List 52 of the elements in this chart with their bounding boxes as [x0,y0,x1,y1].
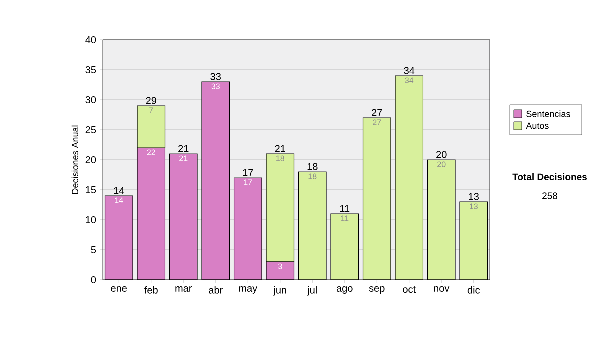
y-tick-label: 20 [86,156,96,164]
total-label: 21 [178,145,189,152]
x-tick-label: jun [273,286,286,296]
y-tick-label: 25 [86,126,96,134]
x-tick-label: mar [176,286,192,292]
x-tick-label: may [239,286,258,294]
text: Total Decisiones [512,174,587,180]
x-tick-label: nov [434,286,450,292]
total-label: 29 [146,97,156,104]
legend-label: Autos [526,122,549,130]
x-tick-label: ene [111,286,128,292]
text: 258 [542,192,558,200]
y-tick-label: 10 [86,216,96,224]
x-tick-label: feb [144,286,158,294]
y-axis-title: Decisiones Anual [72,126,78,194]
data-label: 27 [373,120,382,126]
x-tick-label: ago [336,286,353,294]
total-label: 33 [210,73,222,80]
y-tick-label: 15 [86,186,96,194]
data-label: 18 [308,174,317,180]
data-label: 14 [115,198,124,204]
total-label: 27 [372,109,382,116]
total-label: 34 [404,67,415,74]
total-label: 17 [243,169,254,176]
data-label: 13 [470,204,478,210]
legend-label: Sentencias [526,110,570,118]
data-label: 20 [438,162,446,168]
x-tick-label: jul [307,286,317,296]
data-label: 22 [147,150,156,156]
data-label: 11 [341,216,349,222]
data-label: 7 [150,108,154,114]
total-label: 14 [114,187,124,194]
x-tick-label: dic [468,286,480,294]
data-label: 33 [212,84,220,90]
data-label: 34 [405,78,414,84]
total-label: 13 [469,193,479,200]
y-tick-label: 0 [91,276,96,284]
total-label: 20 [436,151,447,158]
data-label: 3 [278,264,282,270]
total-label: 18 [308,163,318,170]
total-label: 21 [275,145,286,152]
total-label: 11 [340,205,350,212]
data-label: 21 [180,156,188,162]
x-tick-label: sep [369,286,385,294]
y-tick-label: 5 [91,246,96,254]
data-label: 17 [244,180,252,186]
y-tick-label: 35 [86,66,96,74]
y-tick-label: 30 [86,96,96,104]
data-label: 18 [276,156,284,162]
x-tick-label: oct [403,286,416,294]
x-tick-label: abr [209,286,223,294]
y-tick-label: 40 [86,36,96,44]
